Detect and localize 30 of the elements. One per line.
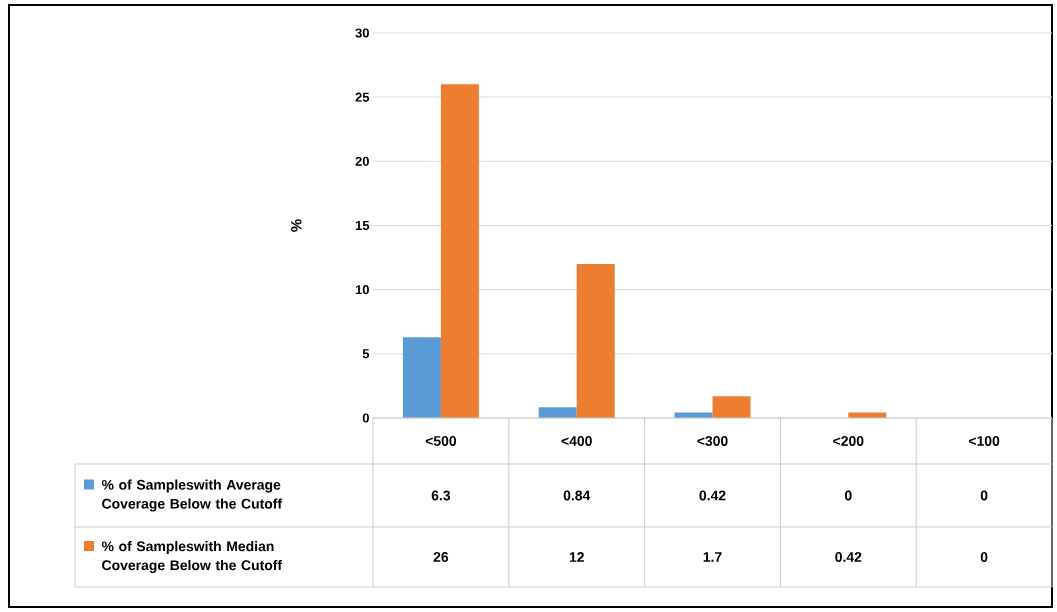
x-tick-label: <500 xyxy=(425,436,457,446)
x-tick-label: <100 xyxy=(968,436,1000,446)
x-tick-label: <300 xyxy=(697,436,728,446)
data-label: 6.3 xyxy=(431,490,451,501)
legend-label: % of Sampleswith Median Coverage Below the Cutoff xyxy=(101,540,283,573)
bar xyxy=(440,84,479,418)
y-tick-label: 15 xyxy=(355,220,370,230)
data-label: 1.7 xyxy=(703,552,722,562)
data-label: 26 xyxy=(433,552,449,562)
x-tick-label: <400 xyxy=(561,436,592,446)
data-label: 0.42 xyxy=(835,552,862,562)
bar xyxy=(712,396,751,418)
y-axis-title: % xyxy=(291,219,302,232)
data-label: 0 xyxy=(844,490,852,501)
data-label: 0 xyxy=(980,490,988,501)
bar xyxy=(402,337,441,418)
y-tick-label: 20 xyxy=(355,156,369,166)
bar xyxy=(576,263,615,418)
data-label: 0.84 xyxy=(563,490,591,501)
data-label: 0 xyxy=(980,552,988,562)
y-tick-label: 0 xyxy=(362,413,369,423)
bar xyxy=(538,407,577,418)
legend-label: % of Sampleswith Average Coverage Below the Cutoff xyxy=(101,479,283,512)
y-tick-label: 30 xyxy=(355,28,369,38)
data-label: 0.42 xyxy=(699,490,726,501)
y-tick-label: 10 xyxy=(355,285,369,295)
y-tick-label: 5 xyxy=(362,349,370,359)
y-tick-label: 25 xyxy=(355,92,370,102)
data-label: 12 xyxy=(569,552,584,562)
x-tick-label: <200 xyxy=(833,436,864,446)
